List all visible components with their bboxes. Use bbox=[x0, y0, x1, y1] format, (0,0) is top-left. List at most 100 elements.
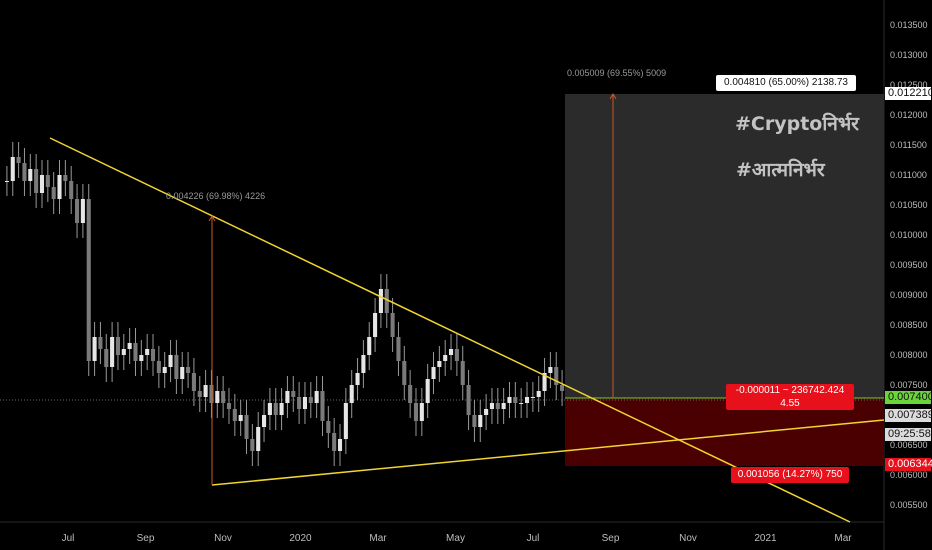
candle-body bbox=[238, 415, 243, 421]
hashtag-atmanirbhar: #आत्मनिर्भर bbox=[736, 159, 825, 181]
candle-body bbox=[121, 349, 126, 355]
candle-body bbox=[174, 355, 179, 379]
x-tick-label: Mar bbox=[834, 533, 852, 544]
candle-body bbox=[209, 385, 214, 403]
candle-body bbox=[28, 169, 33, 181]
candle-body bbox=[51, 187, 56, 199]
candle-body bbox=[63, 175, 68, 181]
y-tick-label: 0.012500 bbox=[890, 80, 928, 90]
candle-body bbox=[332, 433, 337, 451]
candle-body bbox=[408, 385, 413, 403]
candle-body bbox=[297, 397, 302, 409]
candle-body bbox=[460, 361, 465, 385]
candle-body bbox=[454, 349, 459, 361]
candle-body bbox=[75, 199, 80, 223]
candle-body bbox=[425, 379, 430, 403]
candle-body bbox=[145, 349, 150, 355]
target-zone bbox=[565, 94, 884, 398]
candle-body bbox=[256, 427, 261, 451]
y-tick-label: 0.009000 bbox=[890, 290, 928, 300]
y-tick-label: 0.006000 bbox=[890, 470, 928, 480]
candle-body bbox=[34, 169, 39, 193]
candle-body bbox=[133, 343, 138, 361]
candle-body bbox=[378, 289, 383, 313]
candle-body bbox=[361, 355, 366, 373]
candle-body bbox=[519, 403, 524, 404]
candle-body bbox=[186, 367, 191, 373]
candle-body bbox=[273, 403, 278, 415]
candle-body bbox=[127, 343, 132, 349]
candle-body bbox=[413, 403, 419, 421]
candle-body bbox=[349, 385, 354, 403]
candle-body bbox=[22, 163, 27, 181]
y-tick-label: 0.006500 bbox=[890, 440, 928, 450]
candle-body bbox=[80, 199, 85, 223]
candle-body bbox=[262, 415, 267, 427]
candle-body bbox=[191, 373, 196, 391]
measure-arrowhead-2 bbox=[609, 93, 617, 100]
candle-series bbox=[4, 142, 565, 466]
candle-body bbox=[501, 403, 506, 409]
candle-body bbox=[250, 439, 255, 451]
candle-body bbox=[267, 403, 272, 415]
candle-body bbox=[554, 367, 559, 385]
risk-info-box: -0.000011 ~ 236742.424 4.55 bbox=[726, 384, 854, 410]
x-tick-label: Mar bbox=[369, 533, 387, 544]
candle-body bbox=[162, 367, 167, 373]
y-tick-label: 0.008000 bbox=[890, 350, 928, 360]
candle-body bbox=[98, 337, 103, 349]
y-tick-label: 0.009500 bbox=[890, 260, 928, 270]
measure-label-2: 0.005009 (69.55%) 5009 bbox=[567, 68, 666, 78]
candle-body bbox=[437, 361, 442, 367]
candle-body bbox=[402, 361, 407, 385]
risk-info-line2: 4.55 bbox=[780, 398, 800, 409]
y-tick-label: 0.012000 bbox=[890, 110, 928, 120]
hashtag-crypto: #Cryptoनिर्भर bbox=[735, 113, 859, 135]
y-tick-label: 0.013000 bbox=[890, 50, 928, 60]
x-tick-label: Nov bbox=[679, 533, 697, 544]
risk-info-line1: -0.000011 ~ 236742.424 bbox=[735, 385, 845, 396]
stop-info-box: 0.001056 (14.27%) 750 bbox=[731, 467, 849, 483]
stop-price-label: 0.006344 bbox=[885, 458, 932, 471]
x-tick-label: 2020 bbox=[289, 533, 312, 544]
candle-body bbox=[232, 409, 237, 421]
candle-body bbox=[472, 415, 477, 427]
candle-body bbox=[314, 391, 319, 403]
candle-body bbox=[86, 199, 91, 361]
target-info-box: 0.004810 (65.00%) 2138.73 bbox=[716, 75, 856, 91]
candle-body bbox=[396, 337, 401, 361]
candle-body bbox=[168, 355, 173, 367]
target-price-label: 0.012210 bbox=[885, 87, 932, 100]
candle-body bbox=[390, 313, 395, 337]
measure-label-1: 0.004226 (69.98%) 4226 bbox=[166, 191, 265, 201]
candle-body bbox=[466, 385, 471, 415]
y-tick-label: 0.005500 bbox=[890, 500, 928, 510]
candle-body bbox=[530, 397, 535, 398]
candle-body bbox=[139, 355, 144, 361]
candle-body bbox=[197, 391, 202, 397]
y-tick-label: 0.007500 bbox=[890, 380, 928, 390]
candle-body bbox=[367, 337, 372, 355]
candle-body bbox=[115, 337, 120, 355]
candle-body bbox=[355, 373, 360, 385]
candle-body bbox=[10, 157, 15, 181]
candle-body bbox=[443, 355, 448, 361]
candle-body bbox=[4, 181, 9, 182]
y-tick-label: 0.010500 bbox=[890, 200, 928, 210]
candle-body bbox=[180, 367, 185, 379]
x-tick-label: Jul bbox=[527, 533, 540, 544]
candle-body bbox=[221, 391, 226, 403]
y-tick-label: 0.011500 bbox=[890, 140, 927, 150]
y-tick-label: 0.008500 bbox=[890, 320, 928, 330]
candle-body bbox=[16, 157, 21, 163]
candle-body bbox=[524, 397, 530, 403]
candle-body bbox=[507, 397, 512, 403]
candle-body bbox=[291, 391, 296, 397]
ascending-trendline bbox=[211, 419, 885, 486]
candle-body bbox=[320, 391, 325, 421]
candle-body bbox=[215, 391, 220, 403]
candle-body bbox=[373, 313, 378, 337]
candle-body bbox=[343, 403, 348, 439]
candle-body bbox=[285, 391, 290, 403]
